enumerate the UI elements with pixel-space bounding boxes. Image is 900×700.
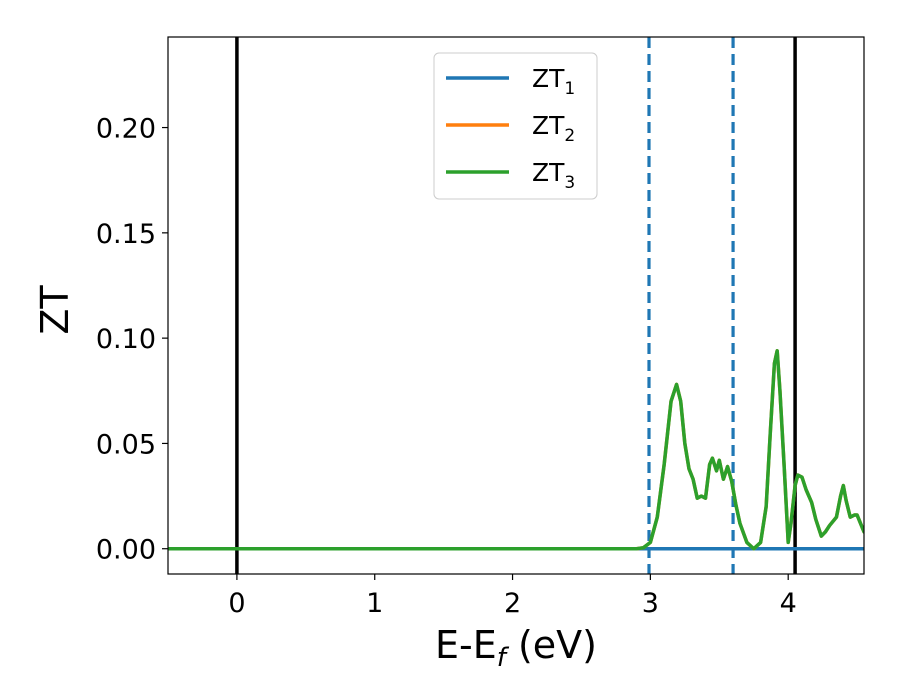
legend-items: ZT1 ZT2 ZT3 xyxy=(446,64,575,193)
series-lines xyxy=(168,349,864,551)
y-tick-label: 0.00 xyxy=(96,535,156,566)
legend-label-zt1: ZT1 xyxy=(532,64,575,99)
x-axis-label: E-Ef (eV) xyxy=(435,623,597,673)
x-axis-ticks: 0 1 2 3 4 xyxy=(228,574,797,619)
legend-box xyxy=(433,52,598,200)
x-tick-label: 0 xyxy=(228,588,245,619)
x-tick-label: 1 xyxy=(366,588,383,619)
x-tick-label: 3 xyxy=(642,588,659,619)
x-tick-label: 4 xyxy=(780,588,797,619)
plot-frame xyxy=(167,36,865,575)
y-axis-ticks: 0.00 0.05 0.10 0.15 0.20 xyxy=(96,114,168,566)
series-line-zt3 xyxy=(168,349,864,551)
legend: ZT1 ZT2 ZT3 xyxy=(433,52,598,200)
legend-label-zt3: ZT3 xyxy=(532,158,575,193)
y-tick-label: 0.15 xyxy=(96,219,156,250)
x-axis-label-unit: (eV) xyxy=(506,623,597,667)
y-tick-label: 0.20 xyxy=(96,114,156,145)
y-tick-label: 0.10 xyxy=(96,324,156,355)
legend-label-zt2: ZT2 xyxy=(532,111,575,146)
y-tick-label: 0.05 xyxy=(96,429,156,460)
y-axis-label: ZT xyxy=(33,285,77,335)
x-tick-label: 2 xyxy=(504,588,521,619)
